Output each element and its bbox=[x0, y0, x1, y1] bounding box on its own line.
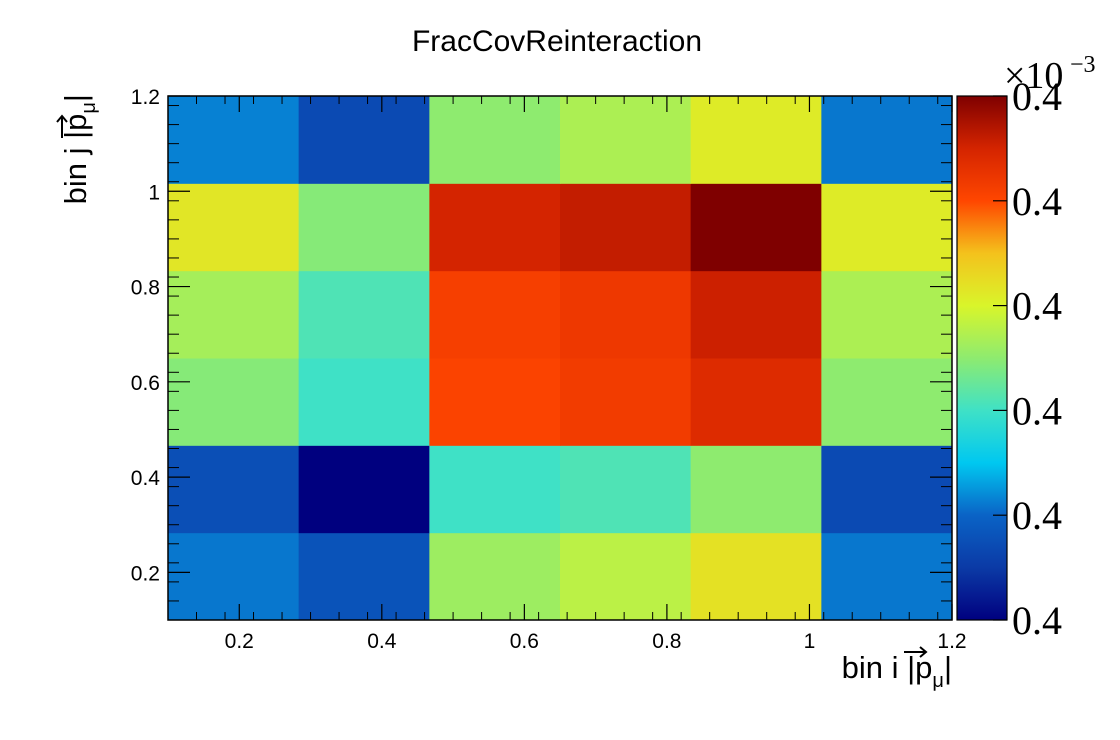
y-tick-label: 1.2 bbox=[131, 86, 160, 109]
heatmap-cell bbox=[690, 183, 822, 272]
vector-arrow-icon bbox=[56, 114, 68, 138]
x-tick-label: 1.2 bbox=[937, 630, 966, 653]
heatmap-cell bbox=[821, 532, 953, 621]
colorbar-gradient bbox=[957, 96, 1007, 620]
axis-title-prefix: bin i | bbox=[842, 650, 916, 685]
heatmap-cell bbox=[168, 532, 300, 621]
heatmap-cell bbox=[429, 445, 561, 534]
heatmap-cell bbox=[298, 445, 430, 534]
heatmap-cell bbox=[690, 96, 822, 184]
heatmap-cell bbox=[168, 358, 300, 446]
vector-arrow-icon bbox=[904, 646, 928, 658]
colorbar-exponent-power: −3 bbox=[1070, 52, 1096, 78]
x-tick-label: 0.8 bbox=[652, 630, 681, 653]
x-tick-label: 0.2 bbox=[225, 630, 254, 653]
heatmap-cell bbox=[560, 96, 692, 184]
heatmap-cell bbox=[821, 358, 953, 446]
axis-title-suffix: | bbox=[58, 94, 93, 102]
x-tick-label: 0.4 bbox=[367, 630, 397, 653]
heatmap-cell bbox=[429, 358, 561, 446]
heatmap-cell bbox=[429, 532, 561, 621]
heatmap-cell bbox=[821, 96, 953, 184]
y-axis-title: bin j |pμ| bbox=[56, 94, 100, 204]
x-axis-ticks: 0.2 0.4 0.6 0.8 1 1.2 bbox=[167, 96, 967, 653]
y-tick-label: 0.4 bbox=[131, 467, 161, 490]
title-background bbox=[345, 12, 770, 64]
y-tick-label: 0.8 bbox=[131, 277, 160, 300]
axis-title-symbol: p bbox=[915, 650, 932, 685]
heatmap-cell bbox=[298, 358, 430, 446]
x-tick-label: 0.6 bbox=[510, 630, 539, 653]
y-tick-label: 0.6 bbox=[131, 372, 160, 395]
axis-title-text: bin i |pμ| bbox=[842, 650, 952, 692]
heatmap-cell bbox=[298, 532, 430, 621]
colorbar-label: 0.4 bbox=[1012, 179, 1062, 224]
heatmap-cell bbox=[690, 445, 822, 534]
heatmap-cell bbox=[298, 270, 430, 359]
heatmap-cell bbox=[168, 270, 300, 359]
heatmap-cell bbox=[560, 445, 692, 534]
heatmap-cell bbox=[298, 96, 430, 184]
heatmap-cells bbox=[168, 96, 953, 621]
heatmap-cell bbox=[560, 358, 692, 446]
heatmap-cell bbox=[560, 532, 692, 621]
heatmap-cell bbox=[821, 445, 953, 534]
plot-frame bbox=[167, 95, 953, 621]
heatmap-cell bbox=[298, 183, 430, 272]
title-box: FracCovReinteraction bbox=[345, 12, 770, 64]
y-tick-label: 1 bbox=[148, 181, 160, 204]
x-tick-label: 1 bbox=[804, 630, 816, 653]
axis-title-prefix: bin j | bbox=[58, 131, 93, 205]
x-axis-title: bin i |pμ| bbox=[842, 646, 952, 692]
axis-title-text: bin j |pμ| bbox=[58, 94, 100, 204]
colorbar-frame bbox=[956, 95, 1008, 621]
colorbar-label: 0.4 bbox=[1012, 284, 1062, 329]
axis-title-subscript: μ bbox=[932, 670, 944, 692]
heatmap-cell bbox=[168, 183, 300, 272]
heatmap-cell bbox=[690, 270, 822, 359]
chart-title: FracCovReinteraction bbox=[412, 25, 702, 58]
y-tick-label: 0.2 bbox=[131, 562, 160, 585]
heatmap-cell bbox=[429, 183, 561, 272]
colorbar-label: 0.4 bbox=[1012, 74, 1062, 119]
colorbar: 0.40.40.40.40.40.4×10 −3 bbox=[956, 52, 1096, 643]
colorbar-label: 0.4 bbox=[1012, 493, 1062, 538]
heatmap-cell bbox=[560, 270, 692, 359]
heatmap-cell bbox=[560, 183, 692, 272]
axis-title-subscript: μ bbox=[78, 102, 100, 114]
heatmap-cell bbox=[429, 270, 561, 359]
colorbar-label: 0.4 bbox=[1012, 388, 1062, 433]
heatmap-cell bbox=[168, 96, 300, 184]
heatmap-cell bbox=[168, 445, 300, 534]
heatmap-cell bbox=[821, 270, 953, 359]
colorbar-exponent: ×10 bbox=[1004, 55, 1063, 97]
heatmap-cell bbox=[690, 532, 822, 621]
heatmap-cell bbox=[429, 96, 561, 184]
axis-title-suffix: | bbox=[944, 650, 952, 685]
colorbar-label: 0.4 bbox=[1012, 598, 1062, 643]
heatmap-cell bbox=[821, 183, 953, 272]
axis-title-symbol: p bbox=[58, 114, 93, 131]
heatmap-cell bbox=[690, 358, 822, 446]
y-axis-ticks: 0.2 0.4 0.6 0.8 1 1.2 bbox=[131, 86, 952, 621]
